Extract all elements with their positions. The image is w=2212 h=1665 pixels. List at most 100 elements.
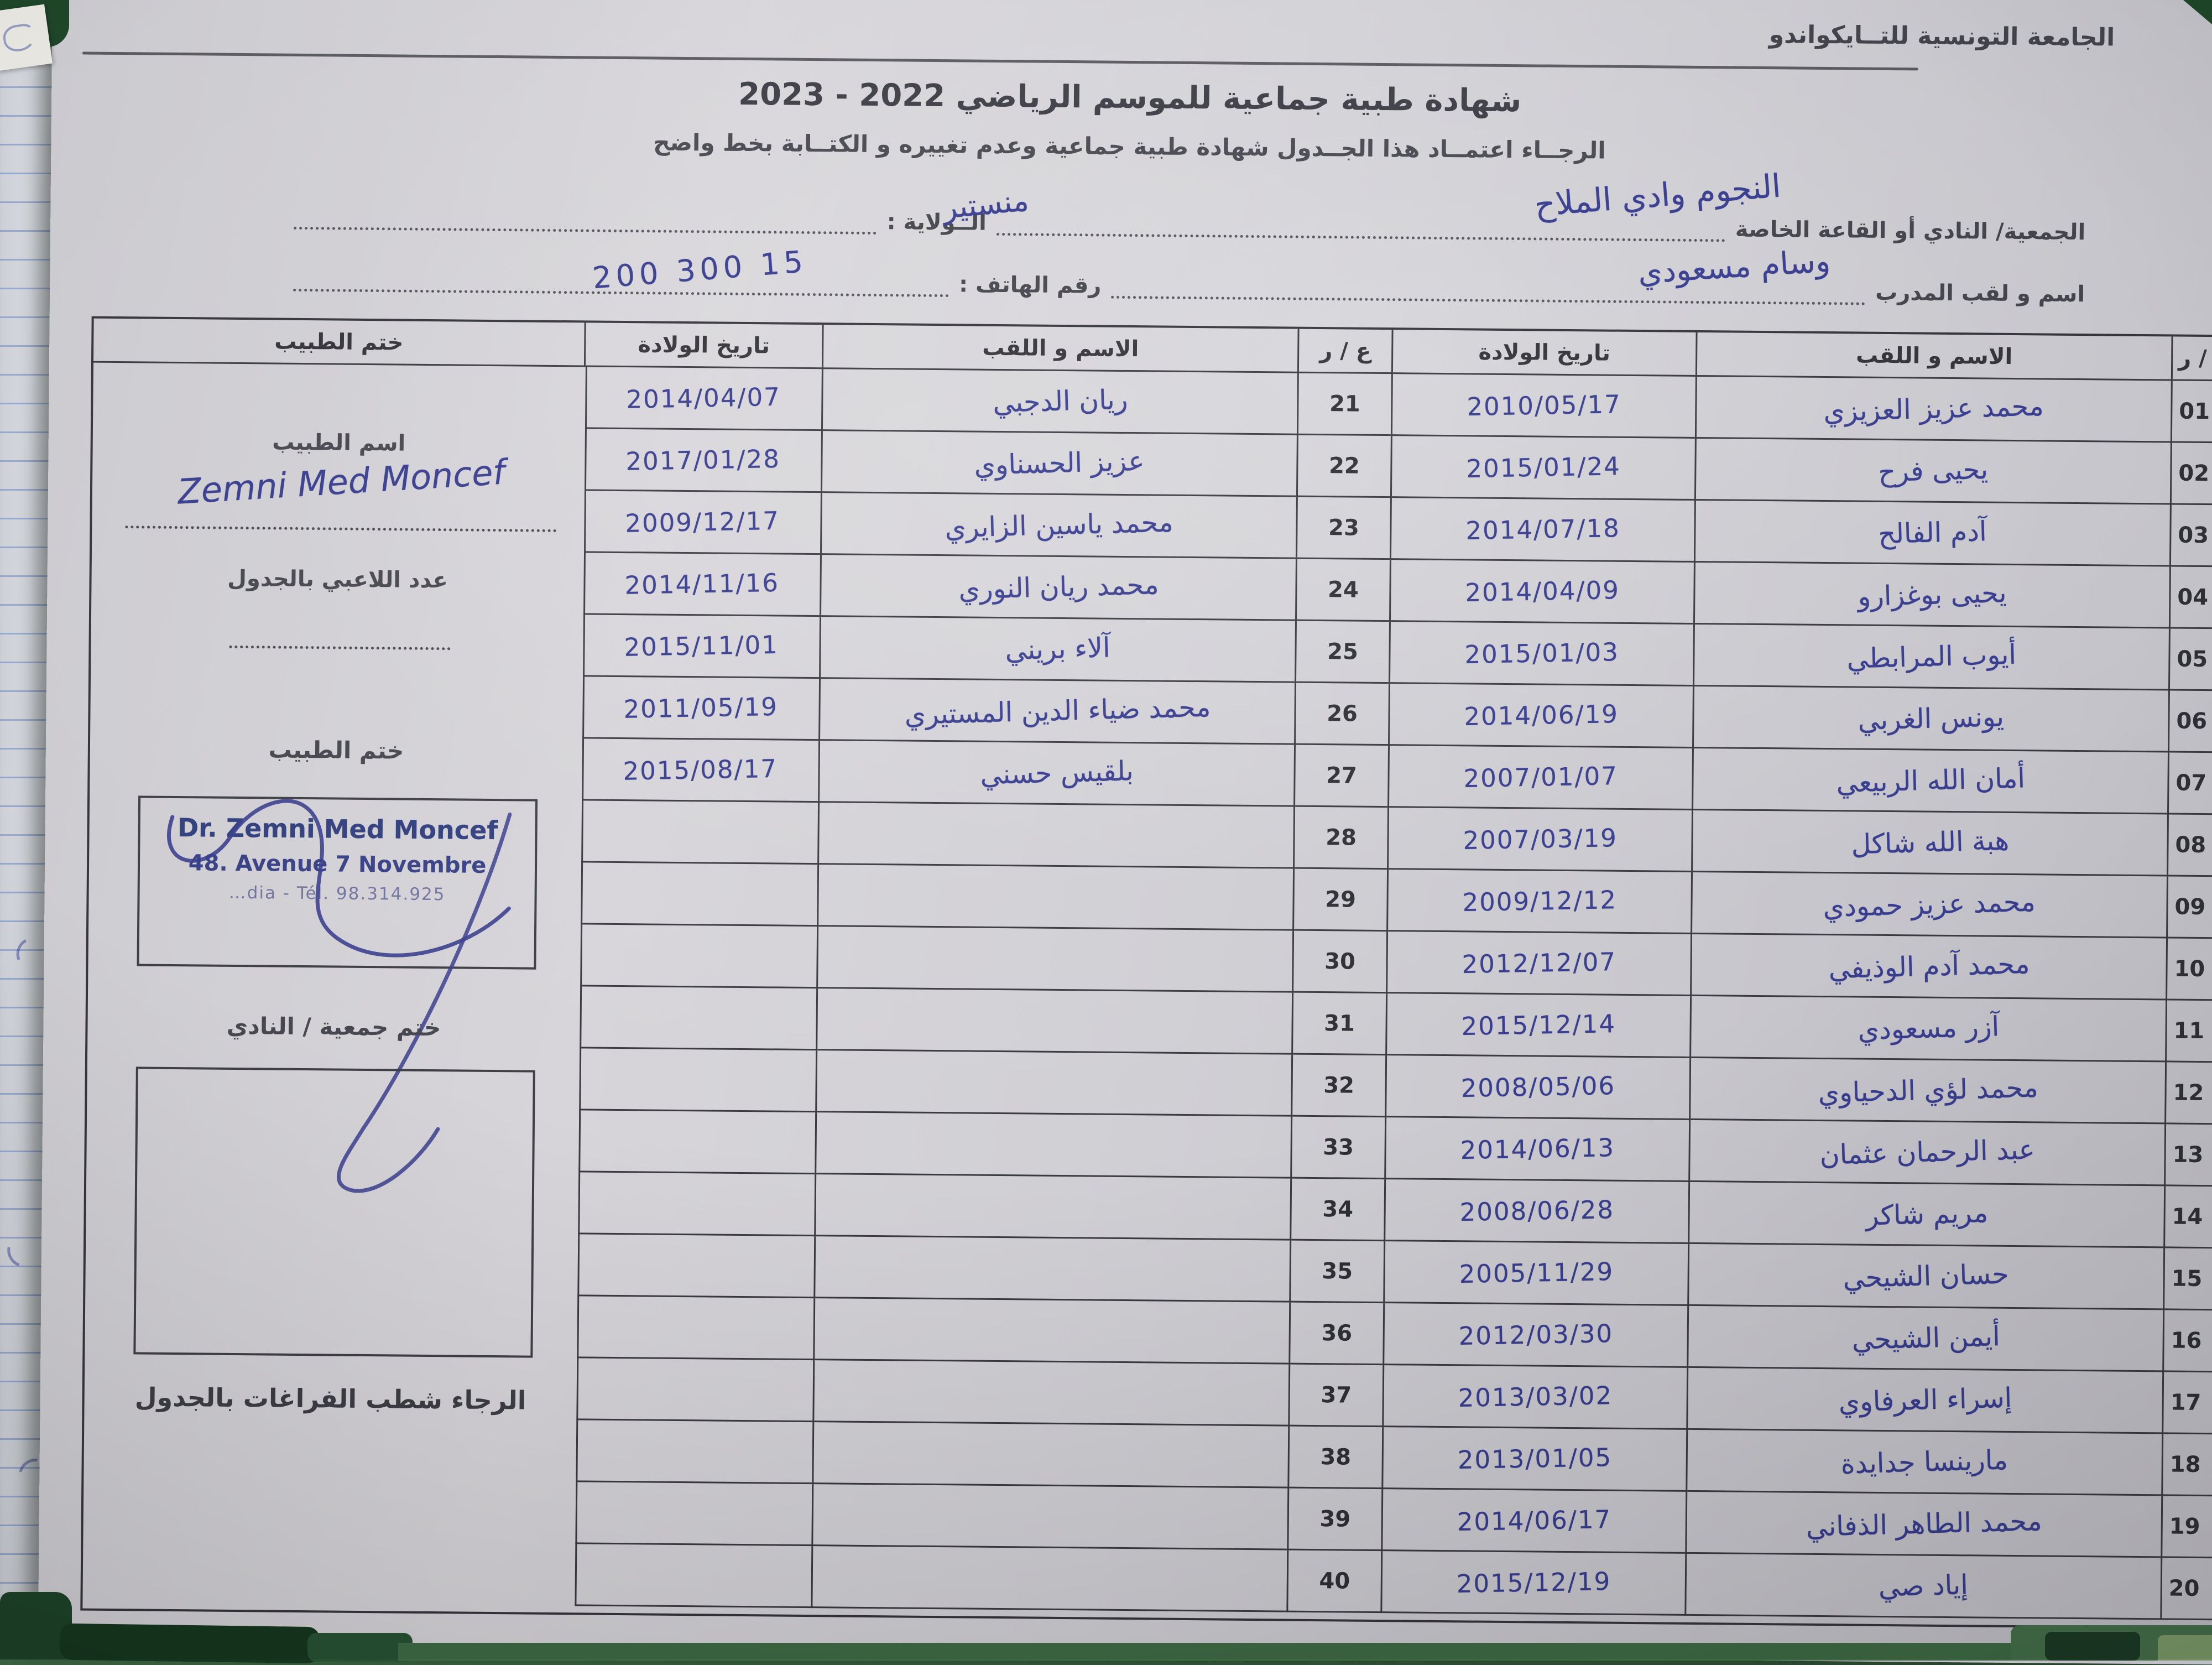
birthdate-value: 2014/04/09 (1464, 575, 1620, 607)
birthdate-value: 2015/11/01 (623, 629, 779, 662)
doctor-stamp-box: Dr. Zemni Med Moncef 48. Avenue 7 Novemb… (137, 795, 538, 970)
birthdate-cell: 2015/01/24 (1391, 436, 1697, 501)
name-cell: محمد ريان النوري (821, 555, 1297, 621)
doctor-stamp-column: اسم الطبيب Zemni Med Moncef عدد اللاعبي … (82, 362, 587, 1606)
birthdate-cell: 2014/11/16 (583, 553, 822, 617)
name-cell: عبد الرحمان عثمان (1690, 1120, 2167, 1187)
birthdate-cell: 2012/03/30 (1384, 1303, 1689, 1368)
name-cell: عزيز الحسناوي (822, 431, 1298, 497)
row-number-cell: 19 (2162, 1496, 2212, 1559)
player-name-value: مارينسا جدايدة (1840, 1444, 2009, 1480)
name-cell: يحيى بوغزارو (1694, 562, 2171, 629)
doctor-signature: Zemni Med Moncef (176, 451, 507, 512)
name-cell: آدم الفالح (1695, 500, 2172, 567)
player-name-value: عبد الرحمان عثمان (1819, 1133, 2036, 1171)
player-name-value: بلقيس حسني (979, 755, 1134, 791)
header-number-left: ع / ر (1298, 329, 1394, 374)
name-cell (812, 1546, 1289, 1612)
row-number-cell: 01 (2172, 381, 2212, 444)
row-number-cell: 37 (1290, 1364, 1385, 1428)
row-number-cell: 17 (2163, 1372, 2212, 1435)
header-number-right: ع / ر (2172, 336, 2212, 382)
row-number-cell: 16 (2164, 1310, 2212, 1373)
birthdate-value: 2008/05/06 (1460, 1071, 1616, 1103)
document-subtitle: الرجــاء اعتمــاد هذا الجــدول شهادة طبي… (653, 128, 1606, 164)
birthdate-cell: 2014/07/18 (1391, 498, 1696, 563)
row-number-cell: 07 (2168, 752, 2212, 815)
stamp-doctor-name: Dr. Zemni Med Moncef (177, 813, 498, 846)
dotted-line (125, 523, 557, 532)
row-number-cell: 29 (1294, 868, 1389, 932)
birthdate-cell: 2012/12/07 (1387, 932, 1693, 996)
birthdate-cell (576, 1420, 815, 1485)
row-number-cell: 27 (1295, 745, 1390, 808)
birthdate-cell: 2008/06/28 (1385, 1179, 1691, 1244)
player-name-value: هبة الله شاكل (1850, 824, 2010, 861)
row-number-cell: 15 (2164, 1248, 2212, 1311)
row-number-cell: 26 (1296, 683, 1390, 746)
dotted-line (229, 643, 451, 651)
row-number-cell: 38 (1289, 1426, 1384, 1490)
player-name-value: محمد ياسين الزايري (944, 506, 1174, 544)
birthdate-cell (575, 1544, 813, 1609)
row-number-cell: 12 (2166, 1062, 2212, 1125)
birthdate-value: 2015/01/24 (1465, 451, 1621, 483)
name-cell: محمد ياسين الزايري (821, 493, 1298, 559)
players-table-right: 2010/05/17 محمد عزيز العزيزي 01 2015/01/… (1382, 374, 2212, 1621)
birthdate-cell: 2015/08/17 (582, 738, 821, 803)
row-number-cell: 32 (1292, 1054, 1387, 1118)
birthdate-cell: 2015/01/03 (1390, 622, 1695, 686)
birthdate-value: 2012/03/30 (1458, 1319, 1614, 1351)
birthdate-value: 2007/01/07 (1463, 761, 1619, 793)
name-cell (816, 1174, 1292, 1241)
row-number-cell: 31 (1293, 992, 1388, 1056)
paper-scrap (0, 4, 53, 71)
player-name-value: أيوب المرابطي (1846, 638, 2017, 675)
player-name-value: حسان الشيحي (1843, 1258, 2010, 1294)
coach-label: اسم و لقب المدرب (1875, 279, 2085, 308)
name-cell: أمان الله الربيعي (1693, 748, 2169, 815)
name-cell: أيمن الشيحي (1688, 1305, 2165, 1372)
birthdate-value: 2010/05/17 (1466, 389, 1622, 422)
name-cell (819, 803, 1296, 869)
birthdate-cell: 2015/11/01 (583, 615, 822, 679)
document-title: شهادة طبية جماعية للموسم الرياضي 2022 - … (738, 76, 1522, 119)
row-number-cell: 11 (2167, 1000, 2212, 1063)
birthdate-cell (575, 1482, 814, 1547)
player-name-value: محمد ضياء الدين المستيري (904, 691, 1211, 731)
form-line-club-state: الجمعية/ النادي أو القاعة الخاصة الــولا… (294, 204, 2085, 245)
row-number-cell: 05 (2169, 628, 2212, 691)
birthdate-cell (577, 1296, 816, 1361)
birthdate-cell: 2007/01/07 (1389, 746, 1694, 810)
birthdate-cell: 2015/12/19 (1382, 1551, 1687, 1616)
birthdate-cell: 2014/06/17 (1383, 1489, 1688, 1554)
name-cell: آلاء بريني (821, 617, 1297, 683)
name-cell: يحيى فرح (1695, 438, 2172, 505)
name-cell: مريم شاكر (1689, 1182, 2166, 1248)
birthdate-value: 2014/07/18 (1465, 513, 1621, 545)
row-number-cell: 28 (1295, 807, 1390, 870)
row-number-cell: 14 (2165, 1186, 2212, 1249)
birthdate-cell: 2011/05/19 (582, 677, 821, 741)
row-number-cell: 33 (1292, 1116, 1387, 1180)
birthdate-cell (580, 986, 818, 1051)
federation-title: الجامعة التونسية للتــايكواندو (1768, 20, 2115, 52)
row-number-cell: 30 (1293, 930, 1389, 994)
birthdate-value: 2015/12/14 (1460, 1009, 1616, 1041)
birthdate-cell: 2005/11/29 (1385, 1241, 1690, 1306)
birthdate-cell: 2009/12/17 (584, 491, 822, 555)
players-count-label: عدد اللاعبي بالجدول (227, 565, 448, 594)
player-name-value: آزر مسعودي (1857, 1011, 2000, 1047)
name-cell: محمد عزيز العزيزي (1696, 376, 2173, 443)
row-number-cell: 02 (2171, 443, 2212, 506)
row-number-cell: 24 (1296, 559, 1391, 622)
header-birthdate-left: تاريخ الولادة (585, 322, 824, 370)
document-paper: الجامعة التونسية للتــايكواندو شهادة طبي… (38, 0, 2212, 1665)
name-cell (815, 1298, 1291, 1365)
name-cell: حسان الشيحي (1689, 1243, 2166, 1310)
birthdate-cell (579, 1048, 818, 1113)
club-stamp-label: ختم جمعية / النادي (226, 1012, 441, 1042)
row-number-cell: 21 (1298, 373, 1393, 436)
table-surface-edge (398, 1643, 2013, 1661)
row-number-cell: 04 (2170, 566, 2212, 629)
